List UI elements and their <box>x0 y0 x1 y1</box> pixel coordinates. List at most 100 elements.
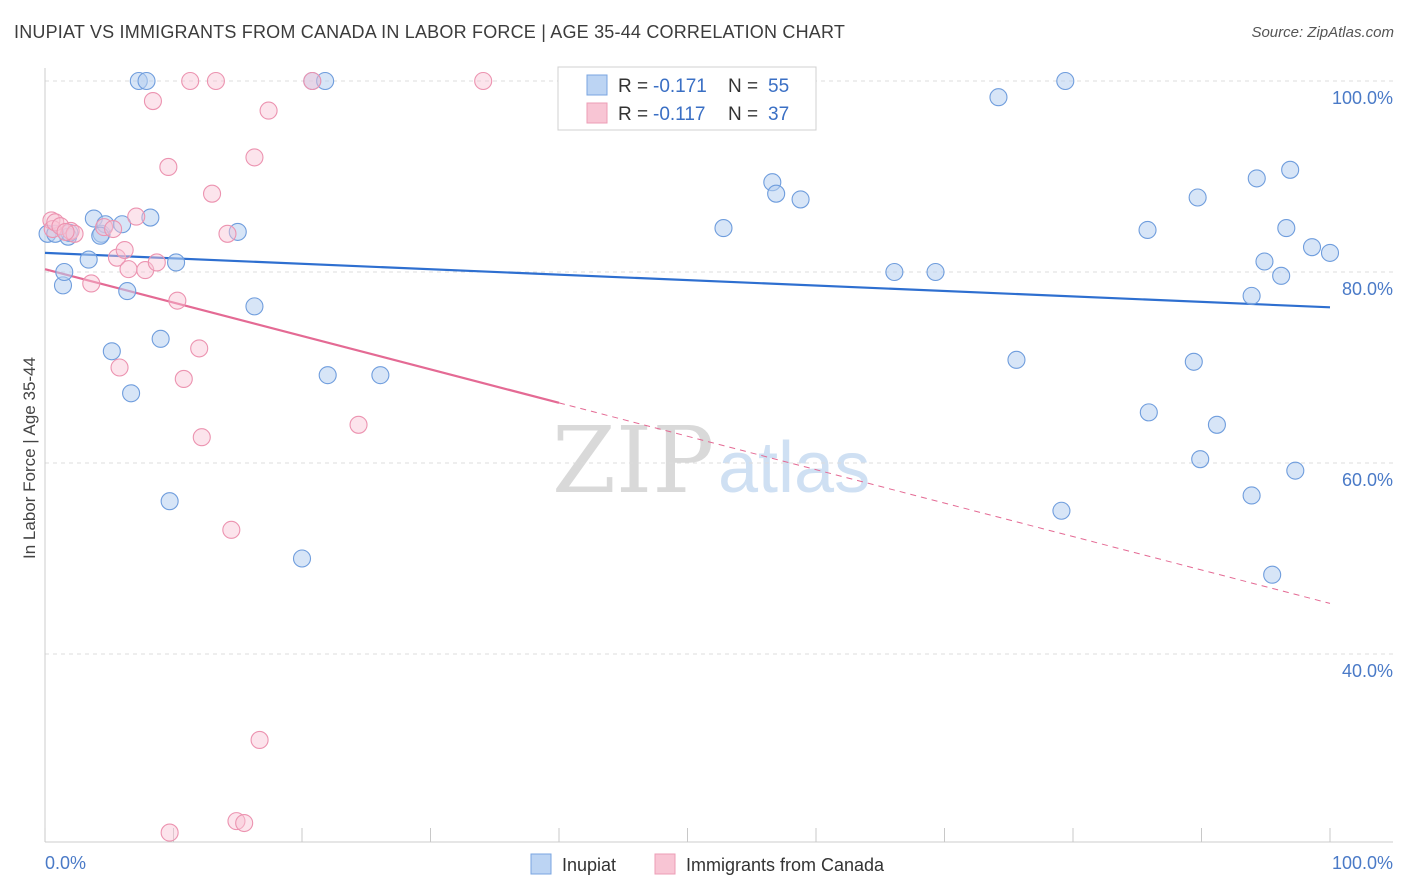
inupiat-point <box>926 262 945 282</box>
bottom-legend-canada: Immigrants from Canada <box>686 855 885 875</box>
x-tick-labels: 0.0% 100.0% <box>45 853 1393 873</box>
legend-r-value-2: -0.117 <box>653 104 705 125</box>
inupiat-point <box>1263 565 1282 584</box>
legend-r-label-2: R = <box>618 104 648 125</box>
inupiat-point <box>1139 403 1158 422</box>
canada-point <box>115 240 134 260</box>
inupiat-point <box>137 71 156 91</box>
x-tick-label: 0.0% <box>45 853 86 873</box>
inupiat-point <box>989 88 1008 107</box>
canada-point <box>107 248 127 267</box>
canada-point <box>147 253 166 272</box>
legend-r-value-1: -0.171 <box>653 76 707 97</box>
canada-point <box>51 217 70 236</box>
inupiat-point <box>1272 266 1291 285</box>
canada-point <box>192 428 211 447</box>
inupiat-point <box>1242 286 1261 305</box>
inupiat-point <box>245 297 264 316</box>
canada-point <box>259 101 278 120</box>
data-points <box>38 71 1340 842</box>
inupiat-point <box>167 253 186 272</box>
inupiat-point <box>1188 188 1207 207</box>
legend-swatch-inupiat <box>586 74 608 96</box>
legend-n-value-1: 55 <box>768 76 789 97</box>
canada-point <box>250 730 269 750</box>
inupiat-point <box>102 342 121 361</box>
inupiat-point <box>885 262 904 282</box>
canada-point <box>110 358 129 377</box>
canada-point <box>181 71 200 91</box>
y-axis-title: In Labor Force | Age 35-44 <box>20 357 39 559</box>
inupiat-point <box>1138 220 1157 240</box>
canada-point <box>206 71 225 91</box>
bottom-legend-swatch-inupiat <box>530 853 552 875</box>
x-tick-label: 100.0% <box>1332 853 1393 873</box>
stats-legend: R = -0.171 N = 55 R = -0.117 N = 37 <box>557 66 817 131</box>
canada-point <box>203 184 222 203</box>
legend-swatch-canada <box>586 102 608 124</box>
inupiat-point <box>1286 461 1305 480</box>
canada-point <box>82 274 101 293</box>
inupiat-point <box>316 71 335 91</box>
inupiat-point <box>292 549 312 568</box>
canada-point <box>168 291 187 310</box>
canada-point <box>227 812 246 831</box>
canada-point <box>104 219 123 239</box>
canada-point <box>65 224 84 243</box>
canada-point <box>218 224 237 243</box>
source-label: Source: ZipAtlas.com <box>1251 24 1394 41</box>
y-tick-label: 40.0% <box>1342 661 1393 681</box>
chart-title: INUPIAT VS IMMIGRANTS FROM CANADA IN LAB… <box>14 22 846 42</box>
inupiat-point <box>122 384 141 403</box>
inupiat-point <box>1191 450 1210 469</box>
canada-point <box>95 218 114 237</box>
inupiat-point <box>714 219 733 238</box>
canada-point <box>56 222 75 241</box>
legend-n-value-2: 37 <box>768 104 789 125</box>
inupiat-point <box>1277 219 1296 238</box>
inupiat-point <box>1302 238 1322 257</box>
inupiat-point <box>1207 415 1226 434</box>
inupiat-point <box>113 215 132 234</box>
y-tick-label: 60.0% <box>1342 470 1393 490</box>
series-legend: Inupiat Immigrants from Canada <box>530 853 885 875</box>
inupiat-point <box>160 492 179 511</box>
inupiat-point <box>1247 169 1266 188</box>
inupiat-point <box>55 262 74 282</box>
watermark: ZIP atlas <box>552 407 870 514</box>
inupiat-point <box>791 190 810 209</box>
inupiat-point <box>1255 252 1274 271</box>
legend-n-label-2: N = <box>728 104 758 125</box>
y-tick-labels: 40.0% 60.0% 80.0% 100.0% <box>1332 88 1393 681</box>
canada-point <box>222 520 241 539</box>
inupiat-point <box>141 208 160 227</box>
canada-point <box>349 415 368 434</box>
inupiat-point <box>1281 160 1300 179</box>
y-tick-label: 80.0% <box>1342 279 1393 299</box>
inupiat-point <box>79 250 98 269</box>
legend-n-label-1: N = <box>728 76 758 97</box>
inupiat-point <box>1007 350 1026 369</box>
inupiat-point <box>151 329 170 348</box>
canada-point <box>190 339 209 358</box>
y-tick-label: 100.0% <box>1332 88 1393 108</box>
canada-point <box>245 148 264 167</box>
canada-point <box>119 260 138 279</box>
inupiat-point <box>1242 486 1261 505</box>
canada-point <box>235 813 254 833</box>
canada-point <box>160 823 179 842</box>
canada-point <box>174 369 193 389</box>
inupiat-point <box>1320 243 1340 262</box>
canada-point <box>303 71 322 91</box>
watermark-zip: ZIP <box>552 407 714 514</box>
canada-point <box>143 92 162 111</box>
inupiat-point <box>1052 501 1071 520</box>
canada-point <box>159 157 178 176</box>
bottom-legend-swatch-canada <box>654 853 676 875</box>
inupiat-point <box>118 282 137 301</box>
inupiat-point <box>1056 71 1075 91</box>
canada-point <box>474 71 493 91</box>
inupiat-point <box>371 366 390 385</box>
inupiat-point <box>767 184 786 203</box>
